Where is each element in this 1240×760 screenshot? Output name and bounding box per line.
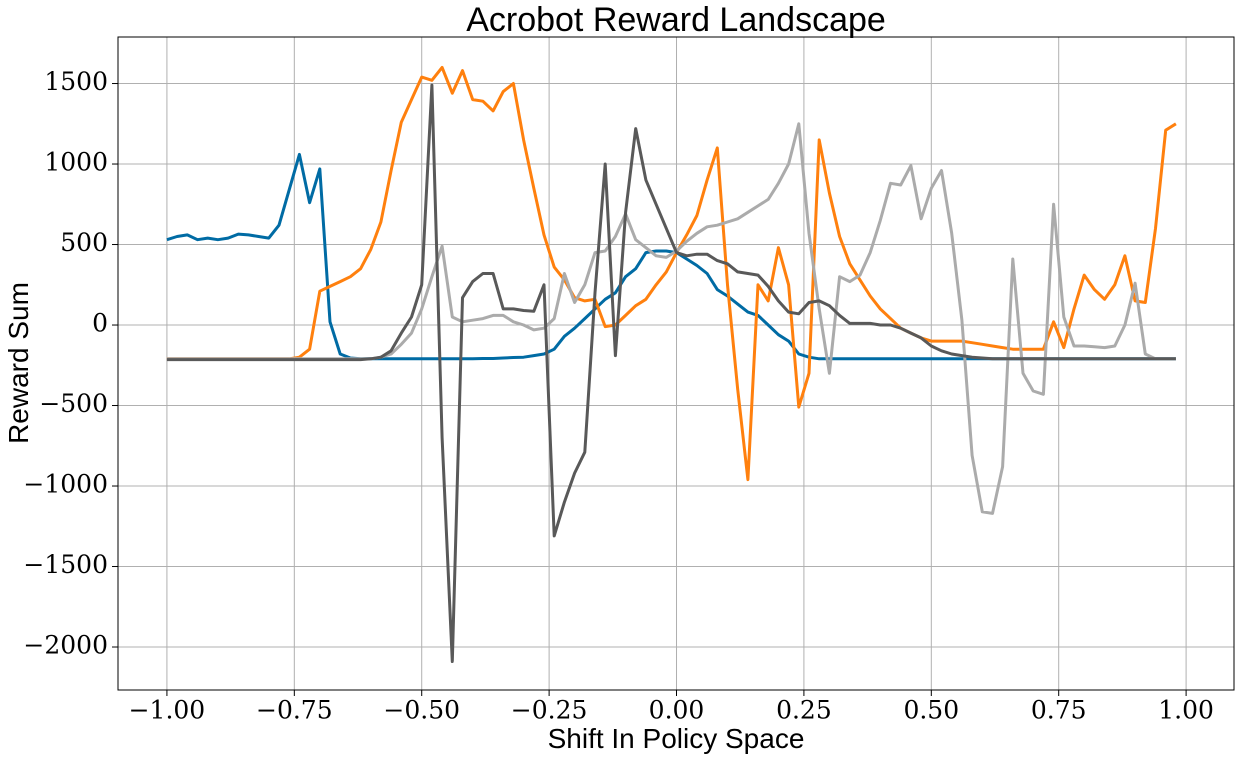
x-tick-label: 0.75 (1031, 696, 1087, 725)
y-tick-label: −500 (39, 389, 108, 418)
x-tick-label: −1.00 (129, 696, 206, 725)
x-axis-label: Shift In Policy Space (548, 723, 805, 754)
y-tick-label: 1000 (44, 148, 108, 177)
y-tick-label: −1000 (23, 470, 108, 499)
x-tick-label: −0.50 (383, 696, 460, 725)
series-line (166, 83, 1176, 663)
x-tick-label: 1.00 (1158, 696, 1214, 725)
y-tick-label: 0 (92, 309, 108, 338)
x-tick-label: −0.25 (511, 696, 588, 725)
plot-frame (117, 36, 1235, 691)
chart-title: Acrobot Reward Landscape (466, 1, 886, 39)
x-tick-label: 0.00 (649, 696, 705, 725)
y-tick-label: 1500 (44, 67, 108, 96)
y-tick-label: −2000 (23, 631, 108, 660)
x-tick-label: −0.75 (256, 696, 333, 725)
y-axis-label: Reward Sum (3, 282, 34, 444)
y-tick-label: −1500 (23, 550, 108, 579)
x-tick-label: 0.25 (776, 696, 832, 725)
y-tick-label: 500 (60, 228, 108, 257)
x-tick-label: 0.50 (903, 696, 959, 725)
